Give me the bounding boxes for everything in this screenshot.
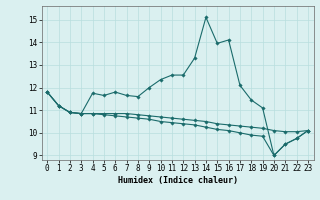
X-axis label: Humidex (Indice chaleur): Humidex (Indice chaleur) [118,176,237,185]
